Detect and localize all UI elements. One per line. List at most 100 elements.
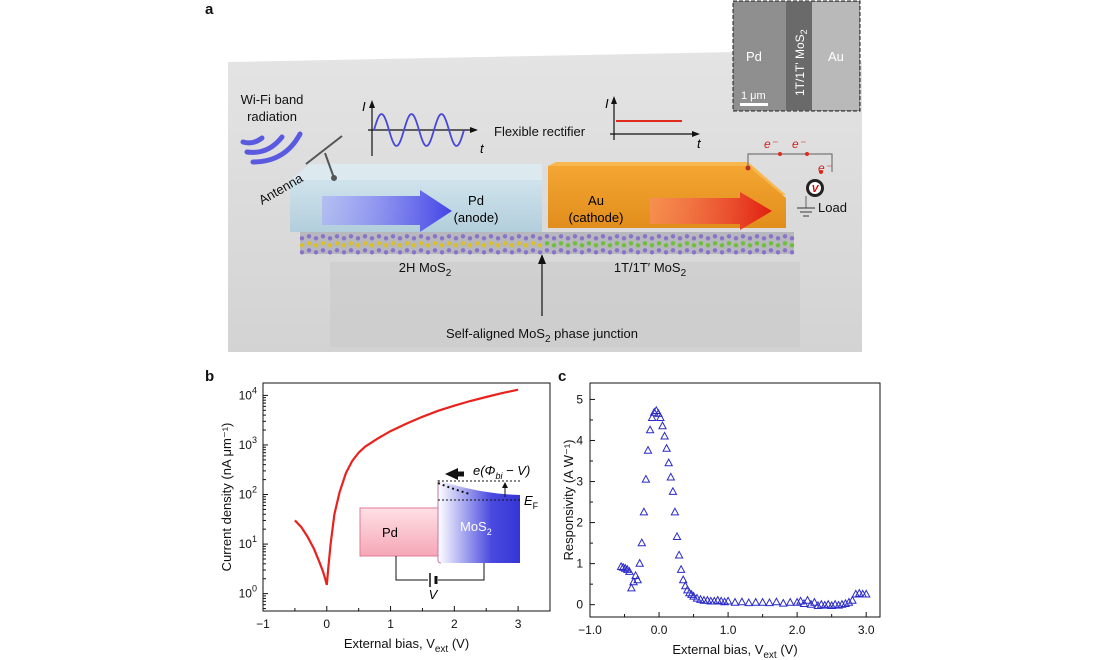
lattice-atom-18 [425,236,431,241]
lattice-atom-2 [313,236,319,241]
lattice-atom-92 [446,241,452,246]
lattice-atom-167 [474,248,480,253]
lattice-atom-47 [628,234,634,239]
lattice-atom-8 [355,236,361,241]
lattice-atom-34 [537,236,543,241]
lattice-atom-201 [712,248,718,253]
lattice-atom-39 [572,234,578,239]
lattice-atom-148 [341,250,347,255]
voltmeter-label: V [812,184,820,195]
lattice-atom-138 [768,241,774,246]
lattice-atom-71 [299,243,305,248]
lattice-atom-142 [299,250,305,255]
lattice-atom-25 [474,234,480,239]
lattice-atom-93 [453,243,459,248]
lattice-atom-24 [467,236,473,241]
lattice-atom-146 [327,250,333,255]
lattice-atom-181 [572,248,578,253]
lattice-atom-197 [684,248,690,253]
lattice-atom-125 [677,243,683,248]
blue-current-arrow [322,190,452,232]
antenna-icon [305,135,343,181]
lattice-atom-98 [488,241,494,246]
lattice-atom-14 [397,236,403,241]
lattice-atom-205 [740,248,746,253]
lattice-atom-106 [544,241,550,246]
lattice-atom-165 [460,248,466,253]
lattice-atom-190 [635,250,641,255]
lattice-atom-149 [348,248,354,253]
lattice-atom-206 [747,250,753,255]
lattice-atom-161 [432,248,438,253]
lattice-atom-133 [733,243,739,248]
lattice-atom-118 [628,241,634,246]
lattice-atom-76 [334,241,340,246]
lattice-atom-41 [586,234,592,239]
lattice-atom-166 [467,250,473,255]
lattice-atom-120 [642,241,648,246]
lattice-atom-12 [383,236,389,241]
lattice-atom-129 [705,243,711,248]
lattice-atom-110 [572,241,578,246]
lattice-atom-45 [614,234,620,239]
lattice-atom-113 [593,243,599,248]
lattice-atom-178 [551,250,557,255]
lattice-atom-17 [418,234,424,239]
lattice-atom-141 [789,243,795,248]
junction-label: Self-aligned MoS2 phase junction [446,326,638,345]
lattice-atom-139 [775,243,781,248]
lattice-atom-6 [341,236,347,241]
scene-reflection [330,262,800,347]
lattice-atom-60 [719,236,725,241]
lattice-atom-145 [320,248,326,253]
lattice-atom-7 [348,234,354,239]
lattice-atom-212 [789,250,795,255]
lattice-atom-126 [684,241,690,246]
ac-t-label: t [480,141,485,156]
lattice-atom-55 [684,234,690,239]
wifi-label-2: radiation [247,109,297,124]
lattice-atom-117 [621,243,627,248]
sem-inset: Pd Au 1T/1T' MoS2 1 μm [732,0,861,112]
lattice-atom-23 [460,234,466,239]
lattice-atom-35 [544,234,550,239]
lattice-atom-30 [509,236,515,241]
pd-role: (anode) [454,210,499,225]
lattice-atom-69 [782,234,788,239]
lattice-atom-75 [327,243,333,248]
lattice-atom-156 [397,250,403,255]
pd-electrode: Pd (anode) [290,164,542,232]
lattice-atom-208 [761,250,767,255]
panel-a-label: a [205,1,214,18]
lattice-atom-158 [411,250,417,255]
lattice-atom-114 [600,241,606,246]
lattice-atom-56 [691,236,697,241]
scale-bar-label: 1 μm [741,90,766,102]
lattice-atom-11 [376,234,382,239]
lattice-atom-191 [642,248,648,253]
lattice-atom-202 [719,250,725,255]
lattice-atom-13 [390,234,396,239]
lattice-atom-123 [663,243,669,248]
lattice-atom-134 [740,241,746,246]
lattice-atom-73 [313,243,319,248]
lattice-atom-150 [355,250,361,255]
lattice-atom-21 [446,234,452,239]
lattice-atom-67 [768,234,774,239]
lattice-atom-128 [698,241,704,246]
rectifier-label: Flexible rectifier [494,124,586,139]
lattice-atom-0 [299,236,305,241]
lattice-atom-15 [404,234,410,239]
lattice-atom-169 [488,248,494,253]
lattice-atom-20 [439,236,445,241]
lattice-atom-177 [544,248,550,253]
lattice-atom-168 [481,250,487,255]
lattice-atom-5 [334,234,340,239]
lattice-atom-53 [670,234,676,239]
lattice-atom-143 [306,248,312,253]
lattice-atom-199 [698,248,704,253]
lattice-atom-200 [705,250,711,255]
load-circuit: e⁻ e⁻ e⁻ V Load [745,137,847,217]
sem-mid-label: 1T/1T' MoS [793,34,807,96]
